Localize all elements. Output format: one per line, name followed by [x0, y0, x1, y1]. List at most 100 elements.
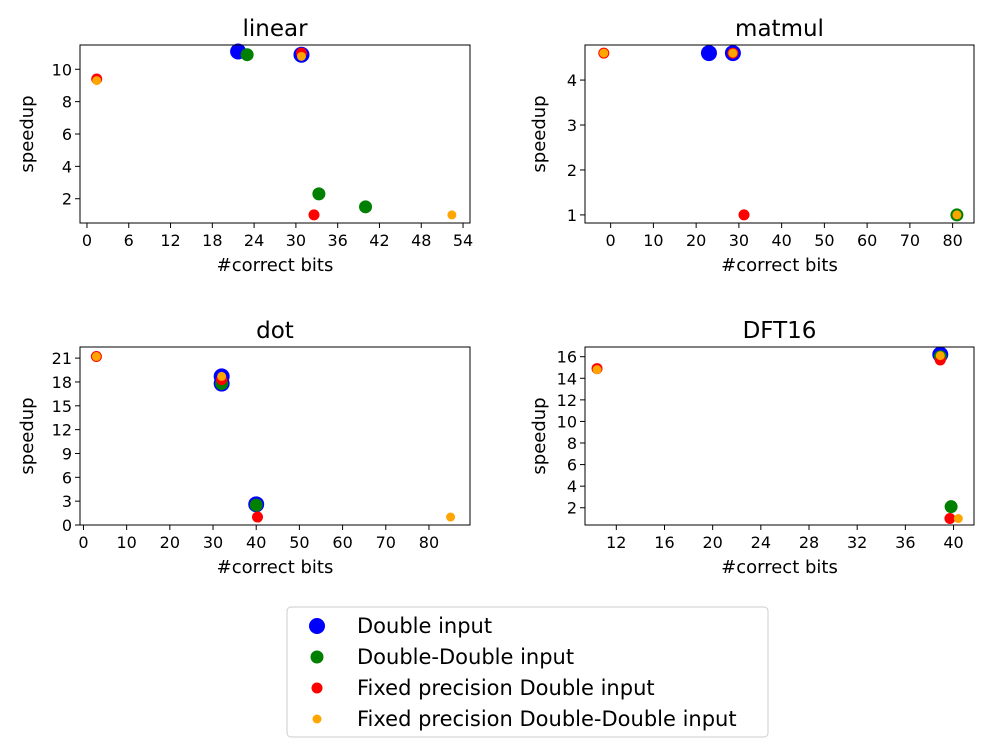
- point-double-double-input: [944, 500, 958, 514]
- y-axis-label: speedup: [17, 95, 38, 172]
- y-tick-label: 10: [557, 412, 577, 431]
- x-tick-label: 30: [203, 533, 223, 552]
- y-tick-label: 10: [52, 60, 72, 79]
- plot-frame: [584, 346, 975, 526]
- x-tick-label: 20: [160, 533, 180, 552]
- x-tick-label: 12: [606, 533, 626, 552]
- x-tick-label: 80: [942, 231, 962, 250]
- y-tick-label: 3: [62, 492, 72, 511]
- chart-title: linear: [242, 16, 308, 42]
- x-tick-label: 0: [606, 231, 616, 250]
- x-tick-label: 20: [686, 231, 706, 250]
- y-tick-label: 2: [62, 190, 72, 209]
- y-axis-label: speedup: [529, 95, 550, 172]
- point-fixed-precision-double-double-input: [296, 51, 306, 61]
- plot-frame: [79, 44, 471, 224]
- y-tick-label: 0: [62, 516, 72, 535]
- point-double-double-input: [249, 498, 263, 512]
- point-fixed-precision-double-double-input: [952, 210, 962, 220]
- y-tick-label: 4: [567, 71, 577, 90]
- x-tick-label: 28: [799, 533, 819, 552]
- y-tick-label: 8: [62, 93, 72, 112]
- point-fixed-precision-double-input: [308, 209, 320, 221]
- point-double-input: [700, 45, 717, 62]
- x-tick-label: 36: [895, 533, 915, 552]
- y-tick-label: 15: [52, 397, 72, 416]
- plot-frame: [79, 346, 471, 526]
- x-tick-label: 0: [78, 533, 88, 552]
- plot-area: [80, 347, 470, 525]
- y-tick-label: 1: [567, 206, 577, 225]
- y-tick-label: 3: [567, 116, 577, 135]
- x-tick-label: 18: [202, 231, 222, 250]
- point-double-double-input: [359, 200, 373, 214]
- x-axis-label: #correct bits: [217, 255, 334, 276]
- x-tick-label: 30: [729, 231, 749, 250]
- y-tick-label: 18: [52, 373, 72, 392]
- point-fixed-precision-double-input: [252, 511, 264, 523]
- point-fixed-precision-double-input: [738, 209, 750, 221]
- legend-marker-double-input: [309, 618, 325, 634]
- point-fixed-precision-double-double-input: [953, 514, 963, 524]
- legend-marker-double-double-input: [310, 650, 324, 664]
- x-tick-label: 16: [654, 533, 674, 552]
- plot-area: [585, 347, 974, 525]
- y-tick-label: 12: [52, 421, 72, 440]
- plot-frame: [584, 44, 975, 224]
- subplot-matmul: matmul 0 10 20 30 40 50 60 70 80 1 2 3 4 #correct bits…: [529, 16, 975, 276]
- legend-marker-fixed-precision-double-input: [311, 682, 323, 694]
- x-tick-label: 50: [814, 231, 834, 250]
- plot-area: [80, 45, 470, 223]
- x-tick-label: 24: [244, 231, 264, 250]
- legend-entry-double-input: Double input: [357, 614, 492, 638]
- x-axis-label: #correct bits: [721, 557, 838, 578]
- x-tick-label: 50: [289, 533, 309, 552]
- point-fixed-precision-double-double-input: [217, 371, 227, 381]
- y-tick-label: 4: [567, 477, 577, 496]
- legend-entry-fixed-precision-double-double-input: Fixed precision Double-Double input: [357, 707, 737, 731]
- x-tick-label: 20: [702, 533, 722, 552]
- x-tick-label: 60: [857, 231, 877, 250]
- y-tick-label: 4: [62, 157, 72, 176]
- y-tick-label: 12: [557, 391, 577, 410]
- point-double-double-input: [240, 48, 254, 62]
- x-tick-label: 6: [124, 231, 134, 250]
- chart-title: matmul: [735, 16, 824, 42]
- legend-box: [286, 606, 769, 738]
- x-tick-label: 40: [943, 533, 963, 552]
- x-tick-label: 10: [116, 533, 136, 552]
- y-tick-label: 16: [557, 348, 577, 367]
- point-fixed-precision-double-double-input: [599, 48, 609, 58]
- y-tick-label: 2: [567, 499, 577, 518]
- y-tick-label: 2: [567, 161, 577, 180]
- y-tick-label: 6: [62, 468, 72, 487]
- point-fixed-precision-double-double-input: [447, 210, 457, 220]
- point-fixed-precision-double-double-input: [728, 48, 738, 58]
- x-tick-label: 0: [82, 231, 92, 250]
- x-tick-label: 10: [643, 231, 663, 250]
- x-tick-label: 70: [900, 231, 920, 250]
- x-tick-label: 30: [286, 231, 306, 250]
- y-tick-label: 8: [567, 434, 577, 453]
- x-tick-label: 54: [453, 231, 473, 250]
- x-axis-label: #correct bits: [721, 255, 838, 276]
- x-tick-label: 12: [160, 231, 180, 250]
- legend-marker-fixed-precision-double-double-input: [312, 714, 322, 724]
- point-fixed-precision-double-double-input: [446, 512, 456, 522]
- y-tick-label: 6: [567, 456, 577, 475]
- y-tick-label: 14: [557, 369, 577, 388]
- chart-title: DFT16: [743, 318, 817, 344]
- legend-entry-double-double-input: Double-Double input: [357, 645, 574, 669]
- x-tick-label: 70: [376, 533, 396, 552]
- y-axis-label: speedup: [17, 397, 38, 474]
- y-axis-label: speedup: [529, 397, 550, 474]
- point-fixed-precision-double-input: [944, 513, 956, 525]
- x-tick-label: 36: [327, 231, 347, 250]
- point-fixed-precision-double-double-input: [935, 351, 945, 361]
- legend: Double input Double-Double input Fixed pre…: [286, 606, 769, 738]
- x-tick-label: 40: [771, 231, 791, 250]
